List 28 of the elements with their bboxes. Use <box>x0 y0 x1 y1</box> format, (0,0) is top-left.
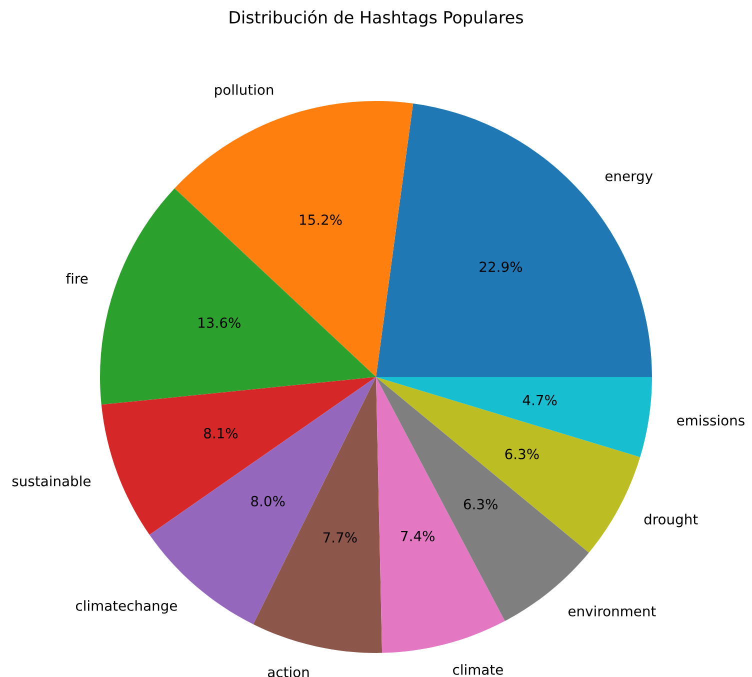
pie-slice <box>376 104 652 377</box>
slice-label: drought <box>644 514 698 528</box>
data-label: 13.6% <box>198 317 240 328</box>
chart-title: Distribución de Hashtags Populares <box>230 10 524 27</box>
slice-label: energy <box>605 173 653 184</box>
data-label: 15.2% <box>300 214 342 226</box>
slice-label: environment <box>568 606 656 616</box>
data-label: 22.9% <box>480 262 522 272</box>
pie-slice <box>174 101 414 377</box>
slice-label: action <box>268 666 309 677</box>
data-label: 6.3% <box>464 498 498 510</box>
slice-label: fire <box>66 273 88 284</box>
data-label: 6.3% <box>505 448 539 460</box>
slice-label: climatechange <box>76 600 177 614</box>
slice-label: pollution <box>215 84 274 98</box>
pie-slice <box>376 377 505 653</box>
data-label: 7.4% <box>401 530 434 542</box>
data-label: 8.0% <box>251 496 285 506</box>
data-label: 7.7% <box>323 532 357 543</box>
data-label: 4.7% <box>522 394 557 406</box>
pie-slice <box>376 377 640 553</box>
pie-slice <box>253 377 382 653</box>
data-label: 8.1% <box>204 428 238 438</box>
pie-slice <box>376 377 652 458</box>
slice-label: climate <box>453 664 503 675</box>
pie-slice <box>100 188 376 405</box>
slice-label: sustainable <box>12 476 91 486</box>
slice-label: emissions <box>677 414 744 426</box>
